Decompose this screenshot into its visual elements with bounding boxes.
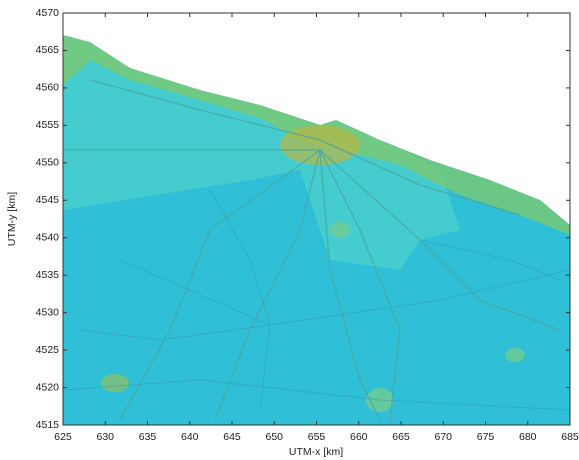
y-tick-label: 4515 <box>36 419 60 431</box>
x-tick-label: 680 <box>519 431 537 443</box>
y-tick-label: 4550 <box>36 157 60 169</box>
town <box>101 374 129 392</box>
x-tick-label: 675 <box>477 431 495 443</box>
y-tick-label: 4545 <box>36 194 60 206</box>
town <box>330 222 350 238</box>
x-tick-label: 670 <box>434 431 452 443</box>
x-tick-label: 625 <box>54 431 72 443</box>
y-tick-label: 4530 <box>36 306 60 318</box>
x-tick-label: 685 <box>561 431 579 443</box>
city <box>280 125 360 165</box>
y-tick-label: 4565 <box>36 44 60 56</box>
x-tick-label: 665 <box>392 431 410 443</box>
y-tick-label: 4535 <box>36 269 60 281</box>
y-tick-label: 4570 <box>36 7 60 19</box>
map-image <box>63 13 570 425</box>
x-tick-label: 655 <box>308 431 326 443</box>
y-tick-label: 4555 <box>36 119 60 131</box>
y-tick-label: 4520 <box>36 381 60 393</box>
x-tick-label: 640 <box>181 431 199 443</box>
x-tick-label: 630 <box>96 431 114 443</box>
town <box>505 348 525 362</box>
map-figure: UTM-x [km] UTM-y [km] 625 630 635 640 645 650… <box>0 0 579 460</box>
y-tick-label: 4540 <box>36 232 60 244</box>
x-axis-label: UTM-x [km] <box>289 446 343 458</box>
x-tick-label: 660 <box>350 431 368 443</box>
x-tick-label: 650 <box>265 431 283 443</box>
y-axis-label: UTM-y [km] <box>6 192 18 246</box>
y-tick-label: 4525 <box>36 344 60 356</box>
x-tick-label: 635 <box>139 431 157 443</box>
x-tick-label: 645 <box>223 431 241 443</box>
y-tick-label: 4560 <box>36 82 60 94</box>
